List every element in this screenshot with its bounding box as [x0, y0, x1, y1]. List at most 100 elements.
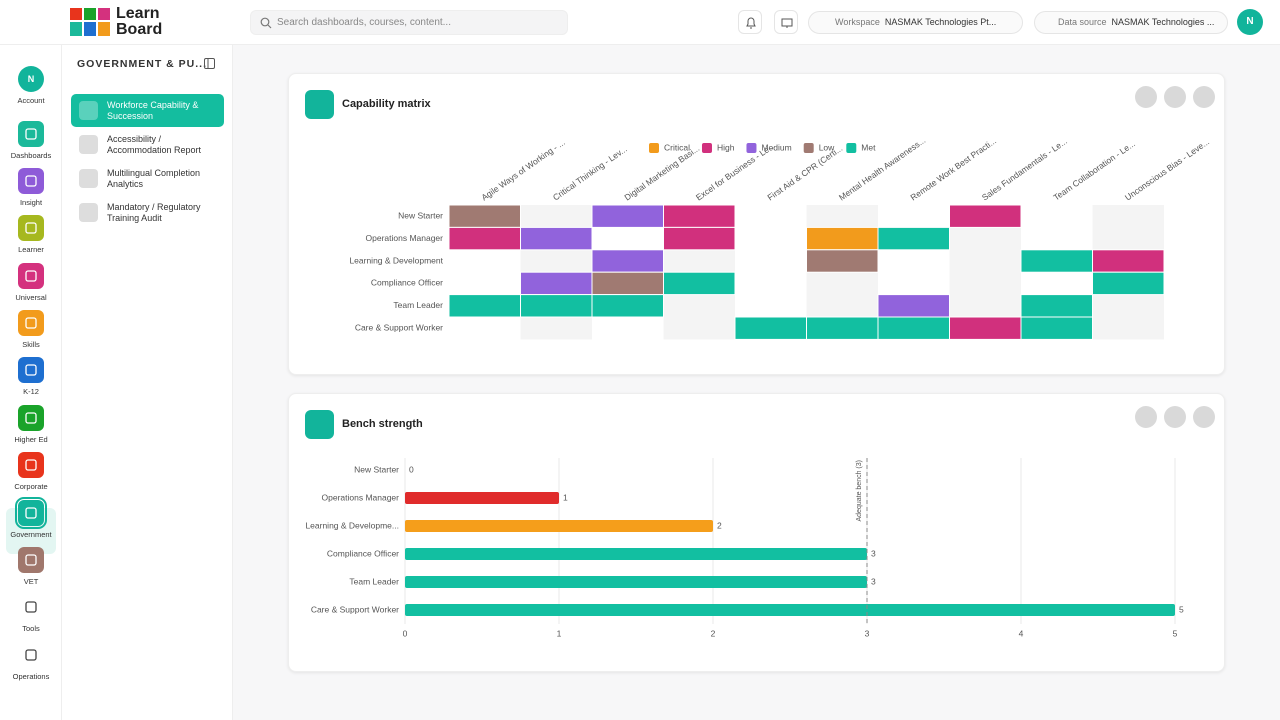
- nav-label: Dashboards: [10, 151, 52, 160]
- nav-label: Account: [17, 96, 45, 105]
- nav-glyph: [25, 222, 37, 234]
- bar: [405, 576, 867, 588]
- nav-glyph: [25, 270, 37, 282]
- nav-label: Corporate: [14, 482, 48, 491]
- nav-label: Universal: [15, 293, 47, 302]
- nav-glyph: [25, 175, 37, 187]
- search-box[interactable]: Search dashboards, courses, content...: [250, 10, 568, 35]
- nav-icon[interactable]: [18, 168, 44, 194]
- nav-glyph: [25, 554, 37, 566]
- cell: [448, 294, 521, 318]
- glyph: [25, 270, 37, 282]
- nav-label: Learner: [18, 245, 44, 254]
- cell: [663, 271, 736, 296]
- nav-glyph: [25, 317, 37, 329]
- glyph: [25, 175, 37, 187]
- report-item[interactable]: Workforce Capability & Succession: [71, 94, 224, 127]
- workspace-value: NASMAK Technologies Pt...: [884, 17, 997, 27]
- datasource-value: NASMAK Technologies ...: [1111, 17, 1215, 27]
- cell: [877, 226, 950, 251]
- x-tick-label: 0: [403, 628, 408, 638]
- nav-glyph: [25, 601, 37, 613]
- column-label: Critical Thinking - Lev...: [551, 144, 629, 203]
- nav-label: Operations: [12, 672, 50, 681]
- nav-icon[interactable]: [18, 357, 44, 383]
- report-icon: [79, 169, 98, 188]
- legend-swatch: [746, 143, 757, 153]
- datasource-selector[interactable]: Data source NASMAK Technologies ...: [1034, 11, 1228, 34]
- glyph: [25, 459, 37, 471]
- workspace-label: Workspace: [835, 17, 880, 27]
- card-action[interactable]: [1193, 406, 1215, 428]
- cell: [1020, 294, 1093, 318]
- notifications-button[interactable]: [738, 10, 762, 34]
- card-action[interactable]: [1135, 406, 1157, 428]
- nav-glyph: [25, 649, 37, 661]
- search-icon: [260, 17, 272, 29]
- nav-label: Skills: [22, 340, 40, 349]
- glyph: [25, 601, 37, 613]
- nav-icon[interactable]: [18, 263, 44, 289]
- bar: [405, 520, 713, 532]
- user-avatar[interactable]: N: [1237, 9, 1263, 35]
- logo-text: Learn Board: [116, 6, 162, 38]
- display-button[interactable]: [774, 10, 798, 34]
- nav-label: Insight: [19, 198, 43, 207]
- glyph: [25, 412, 37, 424]
- collapse-icon[interactable]: [204, 58, 215, 69]
- nav-icon[interactable]: [18, 121, 44, 147]
- cell: [663, 204, 736, 228]
- y-tick-label: Care & Support Worker: [311, 604, 399, 614]
- nav-icon[interactable]: N: [18, 66, 44, 92]
- cell: [448, 204, 521, 228]
- cell: [806, 249, 879, 273]
- y-tick-label: Compliance Officer: [327, 548, 399, 558]
- cell: [877, 294, 950, 318]
- datasource-label: Data source: [1058, 17, 1107, 27]
- report-item[interactable]: Mandatory / Regulatory Training Audit: [71, 196, 224, 229]
- card-icon: [305, 90, 334, 119]
- topbar: Learn Board Search dashboards, courses, …: [0, 0, 1280, 45]
- card-title: Capability matrix: [342, 98, 431, 110]
- nav-icon[interactable]: [18, 642, 44, 668]
- card: Capability matrix Critical High Medium Low Me…: [288, 73, 1225, 375]
- nav-icon[interactable]: [18, 215, 44, 241]
- legend-label: High: [717, 142, 735, 152]
- logo-line: Learn: [116, 5, 160, 22]
- card-action[interactable]: [1164, 406, 1186, 428]
- cell: [591, 204, 664, 228]
- data-label: 1: [563, 492, 568, 502]
- y-tick-label: Team Leader: [349, 576, 399, 586]
- bar: [405, 548, 867, 560]
- nav-icon[interactable]: [15, 497, 47, 529]
- report-label: Accessibility / Accommodation Report: [107, 134, 202, 155]
- legend-swatch: [846, 143, 857, 153]
- legend-swatch: [701, 143, 712, 153]
- reference-label: Adequate bench (3): [856, 460, 863, 522]
- nav-label: Tools: [22, 624, 40, 633]
- card-action[interactable]: [1193, 86, 1215, 108]
- nav-icon[interactable]: [18, 452, 44, 478]
- cell: [1020, 249, 1093, 273]
- nav-glyph: [25, 364, 37, 376]
- report-label: Workforce Capability & Succession: [107, 100, 199, 121]
- report-item[interactable]: Multilingual Completion Analytics: [71, 162, 224, 195]
- nav-icon[interactable]: [18, 405, 44, 431]
- report-panel: GOVERNMENT & PU... Workforce Capability …: [62, 45, 233, 720]
- nav-icon[interactable]: [18, 310, 44, 336]
- nav-glyph: [25, 128, 37, 140]
- x-tick-label: 1: [557, 628, 562, 638]
- workspace-selector[interactable]: Workspace NASMAK Technologies Pt...: [808, 11, 1023, 34]
- nav-icon[interactable]: [18, 594, 44, 620]
- card-action[interactable]: [1135, 86, 1157, 108]
- card-action[interactable]: [1164, 86, 1186, 108]
- row-label: Care & Support Worker: [355, 322, 443, 332]
- x-tick-label: 2: [711, 628, 716, 638]
- report-item[interactable]: Accessibility / Accommodation Report: [71, 128, 224, 161]
- glyph: [25, 364, 37, 376]
- logo-line: Board: [116, 21, 163, 38]
- nav-icon[interactable]: [18, 547, 44, 573]
- search-placeholder: Search dashboards, courses, content...: [277, 17, 451, 28]
- row-label: Operations Manager: [366, 233, 444, 243]
